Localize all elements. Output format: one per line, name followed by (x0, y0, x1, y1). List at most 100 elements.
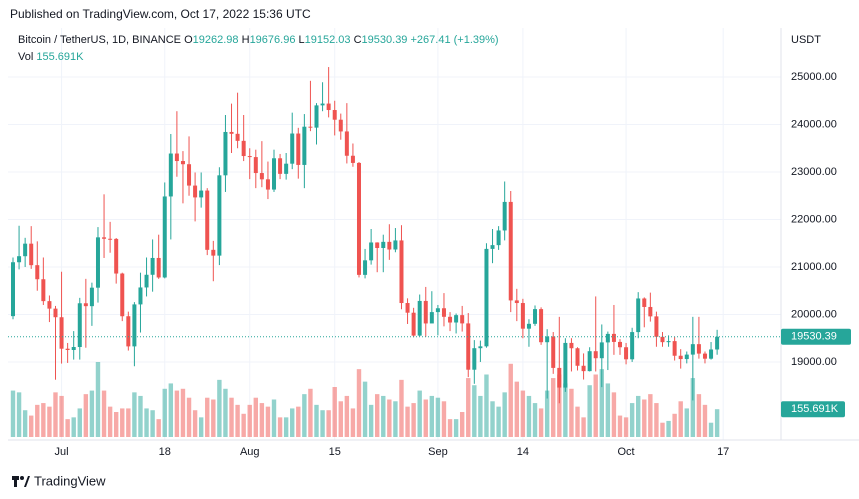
volume-bar (89, 390, 95, 437)
y-tick-label: 24000.00 (791, 118, 837, 130)
candle-body (53, 308, 58, 318)
volume-bar (344, 395, 350, 437)
volume-bar (617, 415, 623, 437)
candle-body (363, 260, 368, 275)
volume-bar (138, 395, 143, 437)
volume-bar (654, 403, 659, 437)
candle-body (308, 126, 313, 128)
candle-body (417, 300, 422, 336)
x-tick-label: 17 (717, 446, 729, 458)
volume-bar (544, 390, 550, 437)
volume-bar (241, 413, 246, 437)
y-tick-label: 21000.00 (791, 261, 837, 273)
volume-bar (423, 399, 428, 437)
volume-bar (290, 408, 295, 437)
volume-bar (435, 397, 441, 437)
candle-body (65, 348, 70, 350)
volume-bar (660, 422, 665, 437)
volume-bar (253, 397, 258, 437)
volume-bar (526, 395, 532, 437)
candle-body (405, 303, 410, 313)
x-tick-label: Jul (55, 446, 69, 458)
last-price-label: 19530.39 (791, 331, 837, 343)
volume-bar (417, 390, 422, 437)
volume-bar (47, 406, 52, 437)
volume-bar (466, 378, 471, 437)
volume-bar (113, 412, 119, 437)
volume-bar (350, 408, 356, 437)
candle-body (338, 119, 343, 132)
volume-bar (514, 381, 520, 437)
candle-body (551, 336, 556, 368)
candle-body (690, 344, 695, 355)
candle-body (539, 309, 544, 343)
volume-bar (120, 408, 125, 437)
volume-bar (666, 420, 671, 437)
volume-bar (29, 415, 34, 437)
volume-bar (259, 403, 265, 437)
candle-body (138, 287, 143, 305)
volume-bar (629, 403, 635, 437)
candle-body (29, 243, 34, 266)
candle-body (199, 190, 204, 198)
ohlc-key: L (298, 34, 305, 46)
candle-body (666, 341, 671, 343)
candle-body (290, 133, 295, 164)
candle-body (448, 316, 453, 323)
ohlc-value: 19262.98 (192, 34, 239, 46)
candle-body (108, 238, 113, 240)
volume-bar (205, 397, 210, 437)
candle-body (375, 242, 380, 248)
candle-body (156, 257, 161, 278)
volume-bar (296, 406, 301, 437)
volume-bar (484, 374, 489, 437)
volume-bar (107, 406, 113, 437)
candle-body (454, 315, 459, 323)
candle-body (17, 256, 22, 263)
candle-body (223, 131, 228, 176)
volume-bar (490, 401, 495, 437)
volume-bar (508, 363, 513, 437)
volume-bar (168, 383, 174, 437)
volume-bar (575, 406, 580, 437)
candle-body (496, 230, 501, 246)
volume-bar (429, 395, 435, 437)
candle-body (302, 126, 307, 165)
candle-body (126, 316, 131, 347)
ohlc-key: H (241, 34, 250, 46)
candle-body (472, 348, 477, 370)
volume-bar (192, 410, 198, 437)
candle-body (411, 312, 416, 336)
candle-body (696, 344, 701, 354)
volume-bar (277, 417, 283, 437)
candle-body (526, 323, 531, 329)
candle-body (278, 158, 283, 174)
candle-body (350, 155, 355, 163)
candle-body (672, 341, 677, 356)
candle-body (478, 346, 483, 349)
volume-bar (59, 395, 64, 437)
candle-body (47, 301, 52, 309)
volume-bar (217, 379, 222, 437)
candle-body (83, 303, 88, 307)
volume-bar (551, 378, 556, 437)
x-tick-label: 18 (159, 446, 171, 458)
volume-bar (569, 388, 574, 437)
volume-bar (150, 410, 155, 437)
volume-bar (605, 383, 611, 437)
candle-body (660, 336, 665, 343)
candle-body (709, 349, 714, 359)
candle-body (605, 333, 610, 343)
candle-body (624, 347, 629, 360)
volume-bar (356, 369, 362, 437)
volume-bar (156, 419, 161, 437)
candle-body (23, 243, 28, 257)
volume-bar (587, 385, 592, 437)
volume-bar (338, 401, 343, 437)
volume-bar (126, 408, 131, 437)
volume-bar (714, 409, 720, 437)
volume-bar (368, 404, 374, 437)
volume-bar (684, 408, 689, 437)
